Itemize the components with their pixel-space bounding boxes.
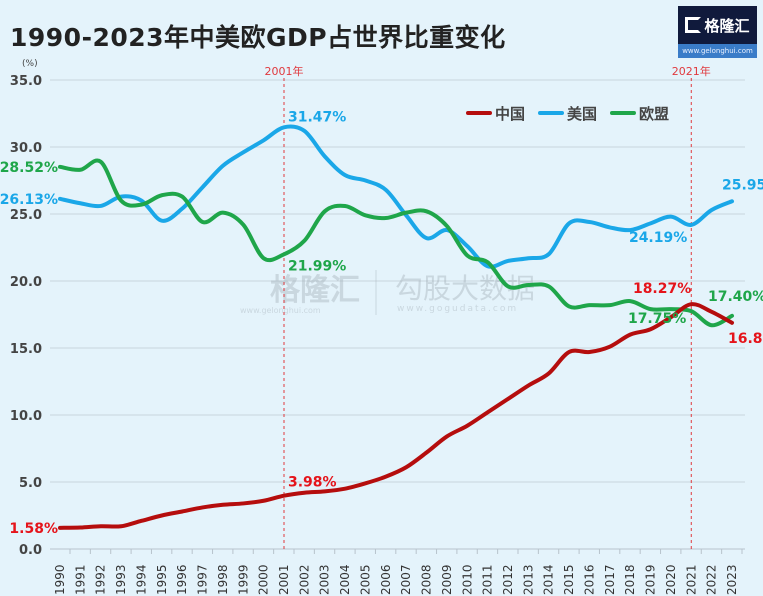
x-tick-label: 2005	[358, 564, 372, 595]
x-tick-label: 2018	[623, 564, 637, 595]
data-label: 18.27%	[633, 281, 691, 297]
x-tick-label: 2021	[684, 564, 698, 595]
x-tick-label: 1991	[73, 564, 87, 595]
y-tick-label: 10.0	[10, 409, 42, 424]
x-tick-label: 1999	[236, 564, 250, 595]
x-tick-label: 2010	[460, 564, 474, 595]
reference-label-2021: 2021年	[672, 64, 711, 78]
x-tick-label: 2013	[521, 564, 535, 595]
watermark-gelonghui: 格隆汇	[270, 273, 360, 308]
data-label: 25.95%	[722, 177, 763, 193]
y-tick-label: 25.0	[10, 208, 42, 223]
legend-label-2: 欧盟	[639, 105, 669, 123]
x-tick-label: 2017	[603, 564, 617, 595]
x-tick-label: 2023	[725, 564, 739, 595]
x-tick-label: 1990	[53, 564, 67, 595]
series-line-2	[58, 158, 734, 328]
y-tick-label: 20.0	[10, 275, 42, 290]
x-tick-label: 1996	[175, 564, 189, 595]
data-label: 21.99%	[288, 258, 346, 274]
y-tick-label: 30.0	[10, 141, 42, 156]
logo-g-icon	[685, 17, 702, 33]
data-label: 1.58%	[9, 521, 58, 537]
x-tick-label: 2016	[582, 564, 596, 595]
x-tick-label: 2007	[399, 564, 413, 595]
x-tick-label: 2004	[338, 564, 352, 595]
x-tick-label: 2009	[440, 564, 454, 595]
series-line-0	[58, 302, 734, 530]
x-tick-label: 1995	[155, 564, 169, 595]
watermark-gogudata-url: www.gogudata.com	[397, 304, 518, 314]
x-tick-label: 1994	[134, 564, 148, 595]
watermark-gelonghui-url: www.gelonghui.com	[240, 306, 321, 315]
x-tick-label: 2014	[542, 564, 556, 595]
legend-label-1: 美国	[567, 105, 597, 123]
x-tick-label: 1998	[216, 564, 230, 595]
x-tick-label: 2011	[481, 564, 495, 595]
x-tick-label: 2022	[705, 564, 719, 595]
data-label: 31.47%	[288, 109, 346, 125]
series-line-1	[58, 124, 734, 269]
x-tick-label: 1997	[196, 564, 210, 595]
x-tick-label: 2006	[379, 564, 393, 595]
x-tick-label: 2012	[501, 564, 515, 595]
x-tick-label: 2003	[318, 564, 332, 595]
y-tick-label: 0.0	[19, 543, 42, 558]
reference-label-2001: 2001年	[265, 64, 304, 78]
x-tick-label: 2000	[257, 564, 271, 595]
x-tick-label: 2002	[297, 564, 311, 595]
chart-title: 1990-2023年中美欧GDP占世界比重变化	[10, 23, 506, 52]
x-tick-label: 2019	[644, 564, 658, 595]
x-tick-label: 2015	[562, 564, 576, 595]
logo-name: 格隆汇	[704, 16, 750, 35]
logo-url: www.gelonghui.com	[678, 44, 757, 58]
y-tick-label: 15.0	[10, 342, 42, 357]
x-tick-label: 2008	[420, 564, 434, 595]
data-label: 26.13%	[0, 192, 58, 208]
data-label: 24.19%	[629, 230, 687, 246]
data-label: 16.88%	[728, 331, 763, 347]
x-tick-label: 1992	[94, 564, 108, 595]
legend-label-0: 中国	[495, 105, 525, 123]
data-label: 3.98%	[288, 475, 337, 491]
data-label: 17.75%	[628, 311, 686, 327]
y-unit: (%)	[22, 59, 38, 69]
data-label: 17.40%	[708, 289, 763, 305]
y-tick-label: 5.0	[19, 476, 42, 491]
x-tick-label: 1993	[114, 564, 128, 595]
data-label: 28.52%	[0, 160, 58, 176]
x-tick-label: 2001	[277, 564, 291, 595]
x-tick-label: 2020	[664, 564, 678, 595]
gelonghui-logo: 格隆汇 www.gelonghui.com	[678, 6, 757, 58]
y-tick-label: 35.0	[10, 74, 42, 89]
